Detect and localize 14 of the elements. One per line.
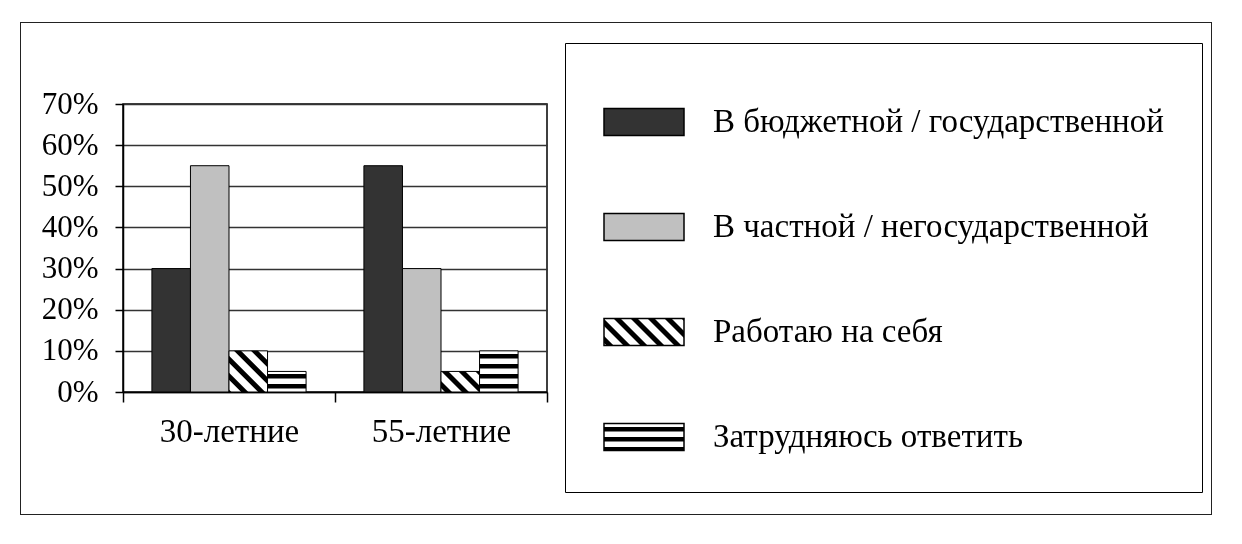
y-tick-label: 40% — [41, 208, 99, 244]
legend-label: В бюджетной / государственной — [713, 103, 1164, 139]
legend-label: В частной / негосударственной — [713, 208, 1149, 244]
x-tick-label: 30-летние — [159, 412, 300, 449]
y-tick-label: 50% — [41, 167, 99, 203]
y-tick-label: 20% — [41, 291, 99, 327]
y-tick-label: 30% — [41, 250, 99, 286]
x-tick-label: 55-летние — [371, 412, 512, 449]
y-tick-label: 10% — [41, 332, 99, 368]
legend-label: Затрудняюсь ответить — [713, 418, 1023, 454]
y-tick-label: 0% — [57, 373, 99, 409]
y-tick-label: 60% — [41, 126, 99, 162]
legend-label: Работаю на себя — [713, 313, 943, 349]
y-tick-label: 70% — [41, 85, 99, 121]
